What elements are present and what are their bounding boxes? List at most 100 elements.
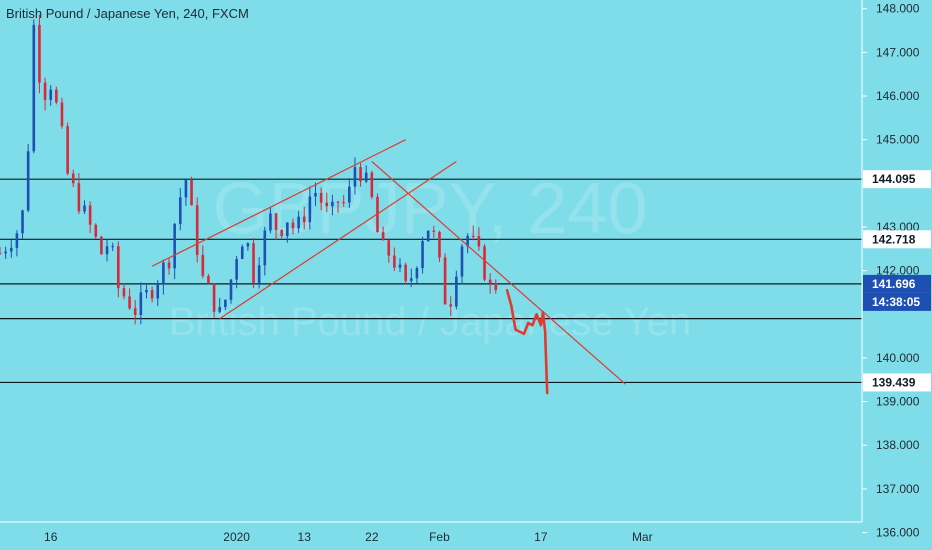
candle-body	[195, 205, 199, 255]
level-label-mid-bg	[863, 230, 931, 249]
level-label-high: 144.095	[872, 172, 916, 186]
candle-body	[55, 89, 58, 103]
candle-body	[381, 232, 385, 241]
candle-body	[173, 223, 176, 269]
candle-body	[364, 172, 368, 182]
level-label-mid: 142.718	[872, 232, 916, 246]
candle-body	[477, 236, 481, 247]
candle-body	[263, 230, 267, 266]
candle-body	[212, 283, 216, 312]
candle-body	[246, 243, 250, 247]
watermark-description: British Pound / Japanese Yen	[169, 300, 692, 344]
candle-body	[15, 233, 19, 248]
y-tick-label: 148.000	[876, 2, 920, 16]
candle-body	[133, 308, 137, 315]
candle-body	[43, 82, 47, 100]
candle-body	[105, 246, 109, 255]
candle-body	[443, 257, 447, 305]
candle-body	[207, 275, 210, 284]
candle-body	[4, 251, 7, 254]
candle-body	[88, 205, 92, 225]
candle-body	[240, 246, 244, 260]
candle-body	[432, 230, 436, 232]
candle-body	[409, 278, 413, 281]
candle-body	[178, 197, 182, 224]
candle-body	[252, 243, 255, 284]
candle-body	[342, 202, 345, 204]
candle-body	[483, 246, 486, 280]
level-label-low: 139.439	[872, 375, 916, 389]
y-tick-label: 137.000	[876, 482, 920, 496]
candle-body	[393, 255, 396, 268]
candle-body	[150, 289, 154, 299]
candle-body	[190, 179, 193, 206]
countdown-label-bg	[863, 292, 931, 311]
x-tick-label: 2020	[223, 530, 250, 544]
candle-body	[100, 236, 103, 255]
current-price-label-bg	[863, 274, 931, 293]
candle-body	[319, 192, 323, 203]
candle-body	[370, 172, 374, 197]
candle-body	[184, 179, 188, 198]
candle-body	[162, 262, 165, 285]
candle-body	[49, 89, 53, 100]
y-tick-label: 146.000	[876, 89, 920, 103]
candle-body	[280, 230, 283, 237]
candle-body	[297, 216, 300, 229]
candle-body	[455, 276, 458, 307]
candle-body	[387, 240, 391, 256]
current-price-label: 141.696	[872, 277, 916, 291]
y-tick-label: 138.000	[876, 438, 920, 452]
candle-body	[117, 246, 120, 289]
candle-body	[449, 304, 453, 307]
y-tick-label: 136.000	[876, 526, 920, 540]
candle-body	[83, 205, 86, 212]
candle-body	[314, 192, 317, 197]
x-tick-label: 22	[365, 530, 379, 544]
candle-body	[460, 246, 464, 277]
candle-body	[466, 235, 469, 247]
level-label-low-bg	[863, 373, 931, 392]
candle-body	[122, 288, 126, 297]
level-label-high-bg	[863, 170, 931, 189]
trendline	[219, 161, 457, 320]
candle-body	[325, 202, 329, 207]
trendline	[371, 161, 626, 385]
candle-body	[9, 247, 13, 252]
candle-body	[353, 167, 357, 187]
x-tick-label: Feb	[429, 530, 450, 544]
candle-body	[201, 254, 205, 276]
candle-body	[38, 24, 41, 83]
candle-body	[66, 126, 69, 174]
candle-body	[218, 307, 222, 312]
candle-body	[494, 283, 498, 291]
candle-body	[145, 289, 148, 293]
candle-body	[257, 265, 261, 284]
candle-body	[32, 24, 36, 152]
y-tick-label: 145.000	[876, 133, 920, 147]
candle-body	[291, 222, 295, 229]
candle-body	[60, 102, 64, 127]
x-tick-label: 13	[298, 530, 312, 544]
y-tick-label: 142.000	[876, 264, 920, 278]
y-tick-label: 147.000	[876, 45, 920, 59]
x-tick-label: Mar	[632, 530, 653, 544]
candle-body	[269, 213, 272, 231]
candle-body	[331, 201, 334, 207]
candle-body	[359, 167, 362, 182]
y-tick-label: 139.000	[876, 395, 920, 409]
candle-body	[438, 231, 441, 258]
candle-body	[26, 151, 30, 211]
candle-body	[415, 268, 419, 279]
candle-body	[426, 230, 430, 242]
candle-body	[224, 299, 227, 308]
candle-body	[229, 279, 233, 300]
candle-body	[274, 213, 278, 231]
candle-body	[404, 264, 407, 281]
candle-body	[398, 264, 402, 268]
watermark-symbol: GBPJPY, 240	[213, 169, 648, 249]
candle-body	[21, 210, 24, 234]
candle-body	[94, 224, 98, 237]
